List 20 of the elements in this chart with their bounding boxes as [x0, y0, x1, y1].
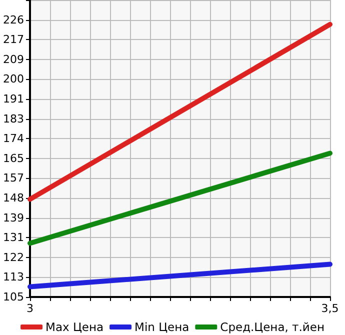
y-tick-label: 209: [3, 52, 24, 66]
x-tick-label: 3: [26, 302, 34, 315]
y-tick-label: 217: [3, 33, 24, 46]
y-tick-label: 139: [3, 211, 24, 224]
y-tick-label: 122: [3, 250, 24, 264]
y-tick-label: 165: [3, 152, 24, 165]
y-tick-label: 191: [3, 92, 24, 106]
y-tick-label: 131: [3, 231, 24, 244]
y-tick-label: 148: [3, 192, 24, 204]
legend-label: Сред.Цена, т.йен: [220, 320, 324, 334]
y-tick-label: 157: [3, 172, 24, 185]
y-tick-label: 183: [3, 112, 24, 126]
legend-label: Min Цена: [134, 320, 190, 334]
y-tick-label: 174: [3, 132, 24, 146]
y-tick-label: 105: [3, 290, 24, 304]
y-tick-label: 226: [3, 13, 24, 26]
y-tick-label: 200: [3, 72, 24, 86]
legend-label: Max Цена: [46, 320, 104, 334]
y-tick-label: 113: [3, 270, 24, 284]
x-tick-label: 3,5: [321, 302, 339, 315]
